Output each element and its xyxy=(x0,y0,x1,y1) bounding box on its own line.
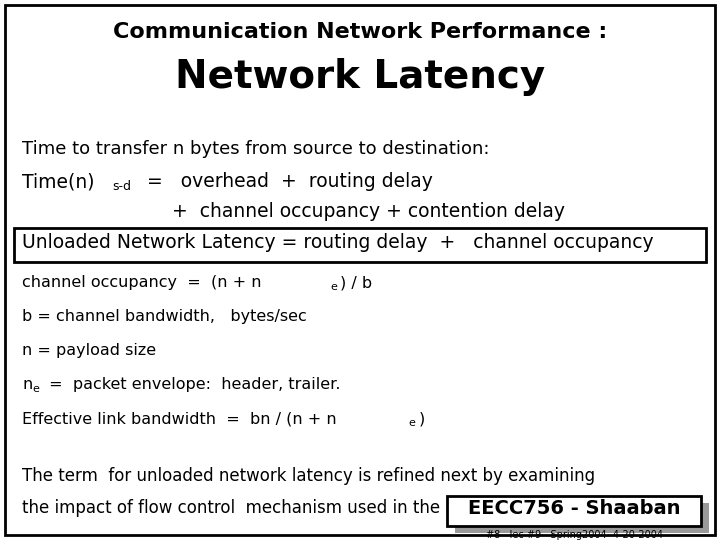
Text: The term  for unloaded network latency is refined next by examining: The term for unloaded network latency is… xyxy=(22,467,595,485)
Text: =  packet envelope:  header, trailer.: = packet envelope: header, trailer. xyxy=(44,377,341,392)
Text: the impact of flow control  mechanism used in the network: the impact of flow control mechanism use… xyxy=(22,499,513,517)
Text: n: n xyxy=(22,377,32,392)
Text: e: e xyxy=(330,282,337,292)
Bar xyxy=(455,503,709,533)
Text: Network Latency: Network Latency xyxy=(175,58,545,96)
Text: e: e xyxy=(408,418,415,428)
Text: b = channel bandwidth,   bytes/sec: b = channel bandwidth, bytes/sec xyxy=(22,309,307,324)
Bar xyxy=(14,228,706,262)
Text: Unloaded Network Latency = routing delay  +   channel occupancy: Unloaded Network Latency = routing delay… xyxy=(22,233,654,252)
Text: n = payload size: n = payload size xyxy=(22,343,156,358)
Text: Time(n): Time(n) xyxy=(22,172,94,191)
Text: #8   lec #9   Spring2004  4-20-2004: #8 lec #9 Spring2004 4-20-2004 xyxy=(485,530,662,540)
Text: e: e xyxy=(32,384,39,394)
Text: channel occupancy  =  (n + n: channel occupancy = (n + n xyxy=(22,275,261,290)
Bar xyxy=(447,496,701,526)
Text: Effective link bandwidth  =  bn / (n + n: Effective link bandwidth = bn / (n + n xyxy=(22,411,337,426)
Text: ) / b: ) / b xyxy=(340,275,372,290)
Text: s-d: s-d xyxy=(112,180,131,193)
Text: Communication Network Performance :: Communication Network Performance : xyxy=(113,22,607,42)
Text: =   overhead  +  routing delay: = overhead + routing delay xyxy=(147,172,433,191)
Text: EECC756 - Shaaban: EECC756 - Shaaban xyxy=(468,499,680,518)
Text: +  channel occupancy + contention delay: + channel occupancy + contention delay xyxy=(22,202,565,221)
Text: Time to transfer n bytes from source to destination:: Time to transfer n bytes from source to … xyxy=(22,140,490,158)
Text: ): ) xyxy=(419,411,426,426)
